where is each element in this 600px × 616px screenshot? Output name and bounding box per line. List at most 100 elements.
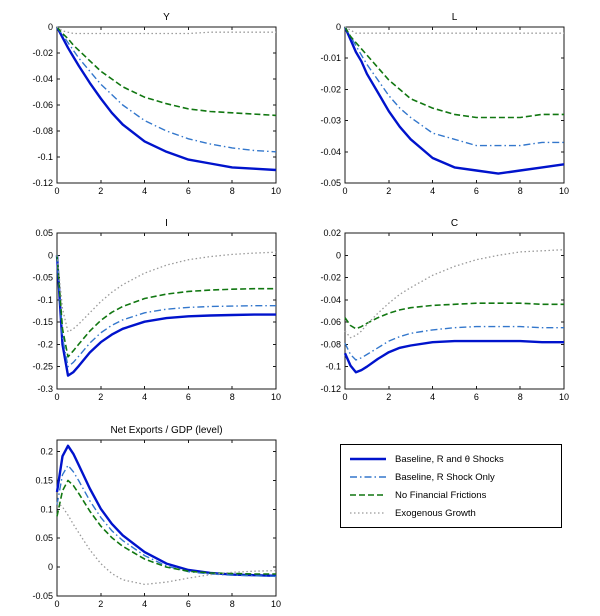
y-tick-label: -0.02 [320, 84, 341, 94]
series-dashdot [344, 26, 564, 147]
legend-entry-label: Baseline, R Shock Only [395, 471, 495, 483]
x-tick-label: 8 [230, 392, 235, 402]
y-tick-label: -0.03 [320, 116, 341, 126]
subplot-l: L 0 2 4 6 8 10 0 -0.01 -0.02 -0.03 -0.04 -0.05 [320, 12, 569, 196]
x-tick-label: 0 [342, 186, 347, 196]
y-tick-label: -0.05 [32, 591, 53, 601]
legend-line-sample [350, 512, 386, 514]
legend-entry: Baseline, R and θ Shocks [349, 451, 553, 468]
legend: Baseline, R and θ Shocks Baseline, R Shoc… [340, 444, 562, 528]
x-tick-label: 6 [186, 599, 191, 609]
series-dotted [56, 501, 277, 586]
subplot-i: I 0 2 4 6 8 10 0.05 0 -0.05 -0.1 -0.15 -0.2 -0.25 -0.3 [32, 218, 281, 402]
subplot-y: Y 0 2 4 6 8 10 0 -0.02 -0.04 -0.06 -0.08 -0.1 -0.12 [32, 12, 281, 196]
series-dotted [56, 251, 277, 333]
series-solid [343, 339, 564, 374]
y-tick-label: 0.05 [35, 228, 53, 238]
chart-title: C [451, 218, 458, 229]
y-tick-label: -0.1 [325, 362, 341, 372]
y-tick-label: 0 [336, 250, 341, 260]
x-tick-label: 10 [559, 392, 569, 402]
y-tick-label: -0.05 [320, 178, 341, 188]
series-dashed [56, 26, 277, 117]
legend-line-sample [350, 476, 386, 478]
y-tick-label: -0.08 [32, 126, 53, 136]
legend-line-sample [350, 457, 386, 461]
chart-title: Y [163, 12, 170, 23]
y-tick-label: -0.25 [32, 362, 53, 372]
series-dashed [56, 479, 276, 575]
subplot-c: C 0 2 4 6 8 10 0.02 0 -0.02 -0.04 -0.06 -0.08 -0.1 -0.… [320, 218, 569, 402]
legend-entry-label: No Financial Frictions [395, 489, 487, 501]
series-solid [55, 255, 276, 377]
y-tick-label: 0.15 [35, 475, 53, 485]
x-tick-label: 6 [474, 392, 479, 402]
y-tick-label: -0.04 [32, 74, 53, 84]
legend-entry-label: Baseline, R and θ Shocks [395, 453, 504, 465]
series-dashdot [56, 255, 276, 368]
y-tick-label: 0.05 [35, 533, 53, 543]
x-tick-label: 4 [430, 392, 435, 402]
x-tick-label: 8 [230, 599, 235, 609]
y-tick-label: -0.15 [32, 317, 53, 327]
y-tick-label: -0.08 [320, 339, 341, 349]
chart-title: I [165, 218, 168, 229]
x-tick-label: 6 [186, 186, 191, 196]
x-tick-label: 4 [142, 186, 147, 196]
x-tick-label: 0 [342, 392, 347, 402]
x-tick-label: 10 [271, 392, 281, 402]
x-tick-label: 0 [54, 392, 59, 402]
x-tick-label: 2 [98, 392, 103, 402]
x-tick-label: 10 [559, 186, 569, 196]
y-tick-label: -0.04 [320, 295, 341, 305]
x-tick-label: 4 [142, 392, 147, 402]
legend-entry: Baseline, R Shock Only [349, 469, 553, 486]
x-tick-label: 2 [386, 186, 391, 196]
x-tick-label: 4 [142, 599, 147, 609]
y-tick-label: 0.1 [40, 504, 53, 514]
legend-line-sample [350, 494, 386, 496]
y-tick-label: -0.02 [320, 273, 341, 283]
y-tick-label: -0.04 [320, 147, 341, 157]
x-tick-label: 6 [186, 392, 191, 402]
y-tick-label: 0 [336, 22, 341, 32]
x-tick-label: 8 [518, 186, 523, 196]
y-tick-label: -0.12 [320, 384, 341, 394]
legend-entry: No Financial Frictions [349, 487, 553, 504]
y-tick-label: -0.02 [32, 48, 53, 58]
x-tick-label: 10 [271, 186, 281, 196]
chart-title: Net Exports / GDP (level) [110, 425, 222, 436]
series-solid [55, 26, 277, 172]
y-tick-label: -0.2 [37, 339, 53, 349]
subplot-net-exports: Net Exports / GDP (level) 0 2 4 6 8 10 0.2 0.15 0… [32, 425, 281, 609]
x-tick-label: 2 [98, 186, 103, 196]
chart-title: L [452, 12, 458, 23]
series-dashdot [344, 325, 564, 361]
y-tick-label: -0.1 [37, 152, 53, 162]
x-tick-label: 8 [230, 186, 235, 196]
legend-entry: Exogenous Growth [349, 505, 553, 522]
series-dotted [344, 249, 565, 339]
y-tick-label: -0.06 [320, 317, 341, 327]
x-tick-label: 2 [386, 392, 391, 402]
series-dashed [344, 302, 564, 330]
x-tick-label: 6 [474, 186, 479, 196]
x-tick-label: 2 [98, 599, 103, 609]
y-tick-label: -0.05 [32, 273, 53, 283]
legend-entry-label: Exogenous Growth [395, 507, 476, 519]
x-tick-label: 10 [271, 599, 281, 609]
x-tick-label: 8 [518, 392, 523, 402]
y-tick-label: 0.2 [40, 447, 53, 457]
y-tick-label: 0 [48, 22, 53, 32]
x-tick-label: 0 [54, 599, 59, 609]
y-tick-label: -0.06 [32, 100, 53, 110]
y-tick-label: -0.3 [37, 384, 53, 394]
series-solid [343, 26, 565, 175]
y-tick-label: -0.01 [320, 53, 341, 63]
y-tick-label: -0.1 [37, 295, 53, 305]
y-tick-label: -0.12 [32, 178, 53, 188]
x-tick-label: 4 [430, 186, 435, 196]
y-tick-label: 0.02 [323, 228, 341, 238]
